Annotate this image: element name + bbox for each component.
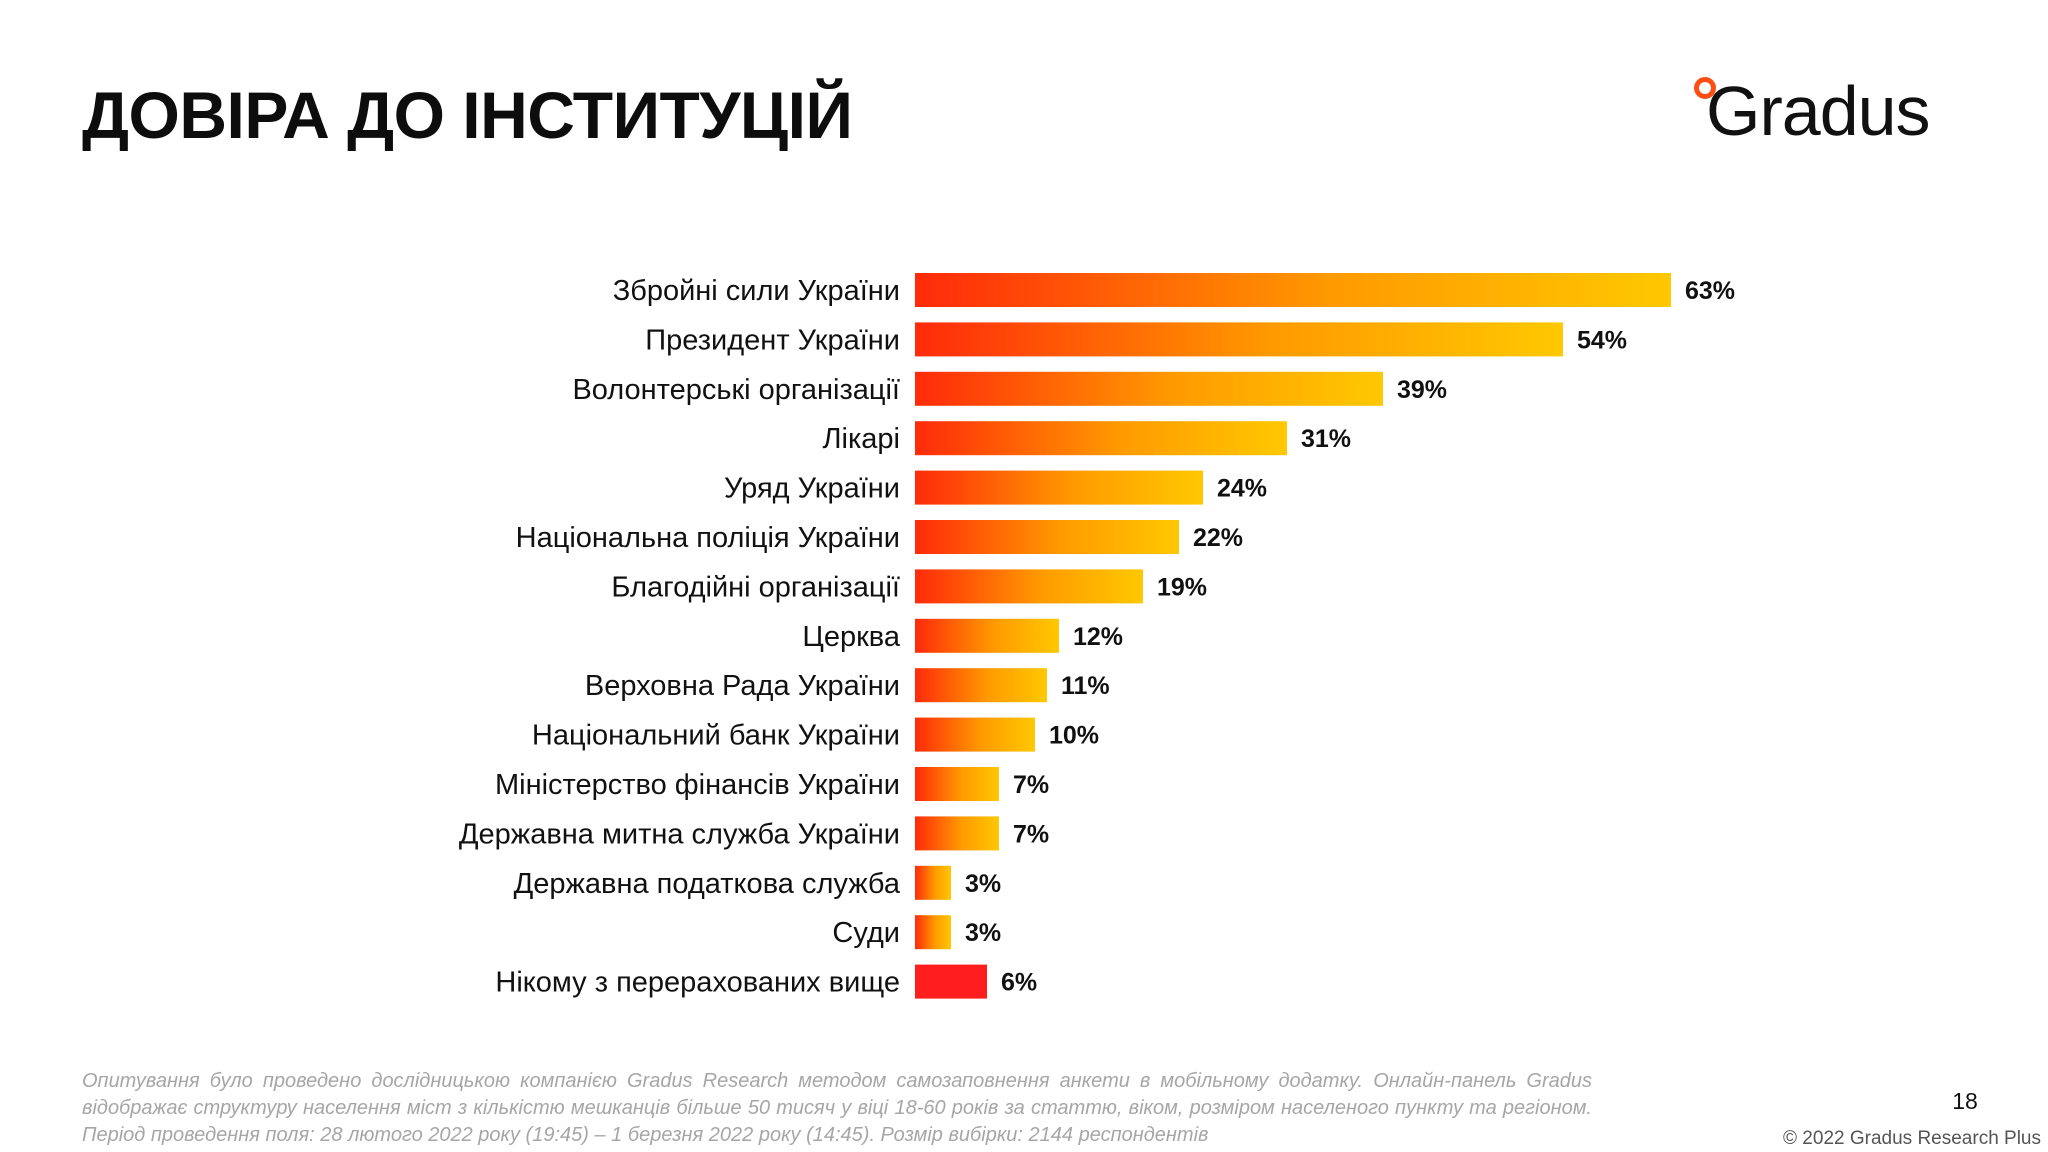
bar bbox=[915, 470, 1203, 505]
category-label: Суди bbox=[832, 917, 900, 949]
value-label: 54% bbox=[1577, 326, 1627, 354]
copyright-text: © 2022 Gradus Research Plus bbox=[1783, 1128, 2041, 1149]
bar bbox=[915, 668, 1047, 703]
category-label: Уряд України bbox=[724, 473, 900, 505]
page-title: ДОВІРА ДО ІНСТИТУЦІЙ bbox=[82, 78, 853, 152]
category-label: Церква bbox=[802, 621, 900, 653]
logo-ring-icon bbox=[1694, 77, 1716, 99]
category-label: Верховна Рада України bbox=[585, 670, 900, 702]
category-label: Нікому з перерахованих вище bbox=[495, 967, 900, 999]
category-label: Лікарі bbox=[823, 423, 901, 455]
value-label: 24% bbox=[1217, 475, 1267, 503]
value-label: 3% bbox=[965, 870, 1001, 898]
bar bbox=[915, 915, 951, 950]
value-label: 19% bbox=[1157, 573, 1207, 601]
bar bbox=[915, 964, 987, 999]
bar bbox=[915, 569, 1143, 604]
category-label: Міністерство фінансів України bbox=[495, 769, 900, 801]
value-label: 12% bbox=[1073, 623, 1123, 651]
category-label: Державна податкова служба bbox=[514, 868, 901, 900]
bar bbox=[915, 322, 1563, 357]
value-label: 39% bbox=[1397, 376, 1447, 404]
survey-footnote: Опитування було проведено дослідницькою … bbox=[82, 1070, 1592, 1146]
category-label: Благодійні організації bbox=[611, 571, 900, 603]
value-label: 63% bbox=[1685, 277, 1735, 305]
page-number: 18 bbox=[1952, 1088, 1978, 1114]
value-label: 7% bbox=[1013, 820, 1049, 848]
category-label: Національна поліція України bbox=[516, 522, 900, 554]
category-label: Національний банк України bbox=[532, 720, 900, 752]
bar bbox=[915, 767, 999, 801]
bar bbox=[915, 371, 1383, 406]
gradus-logo: Gradus bbox=[1694, 70, 1984, 170]
bar bbox=[915, 421, 1287, 456]
logo-text: Gradus bbox=[1706, 72, 1931, 150]
value-label: 31% bbox=[1301, 425, 1351, 453]
value-label: 3% bbox=[965, 919, 1001, 947]
value-label: 22% bbox=[1193, 524, 1243, 552]
bar bbox=[915, 618, 1059, 653]
category-label: Волонтерські організації bbox=[572, 374, 900, 406]
bars-group: Збройні сили України 63% Президент України… bbox=[459, 273, 1735, 999]
bar bbox=[915, 865, 951, 900]
bar bbox=[915, 520, 1179, 554]
bar bbox=[915, 717, 1035, 752]
value-label: 6% bbox=[1001, 969, 1037, 997]
category-label: Президент України bbox=[645, 324, 900, 356]
bar bbox=[915, 273, 1671, 307]
value-label: 10% bbox=[1049, 722, 1099, 750]
value-label: 7% bbox=[1013, 771, 1049, 799]
bar bbox=[915, 816, 999, 851]
category-label: Збройні сили України bbox=[613, 275, 900, 307]
category-label: Державна митна служба України bbox=[459, 818, 900, 850]
value-label: 11% bbox=[1061, 672, 1110, 700]
